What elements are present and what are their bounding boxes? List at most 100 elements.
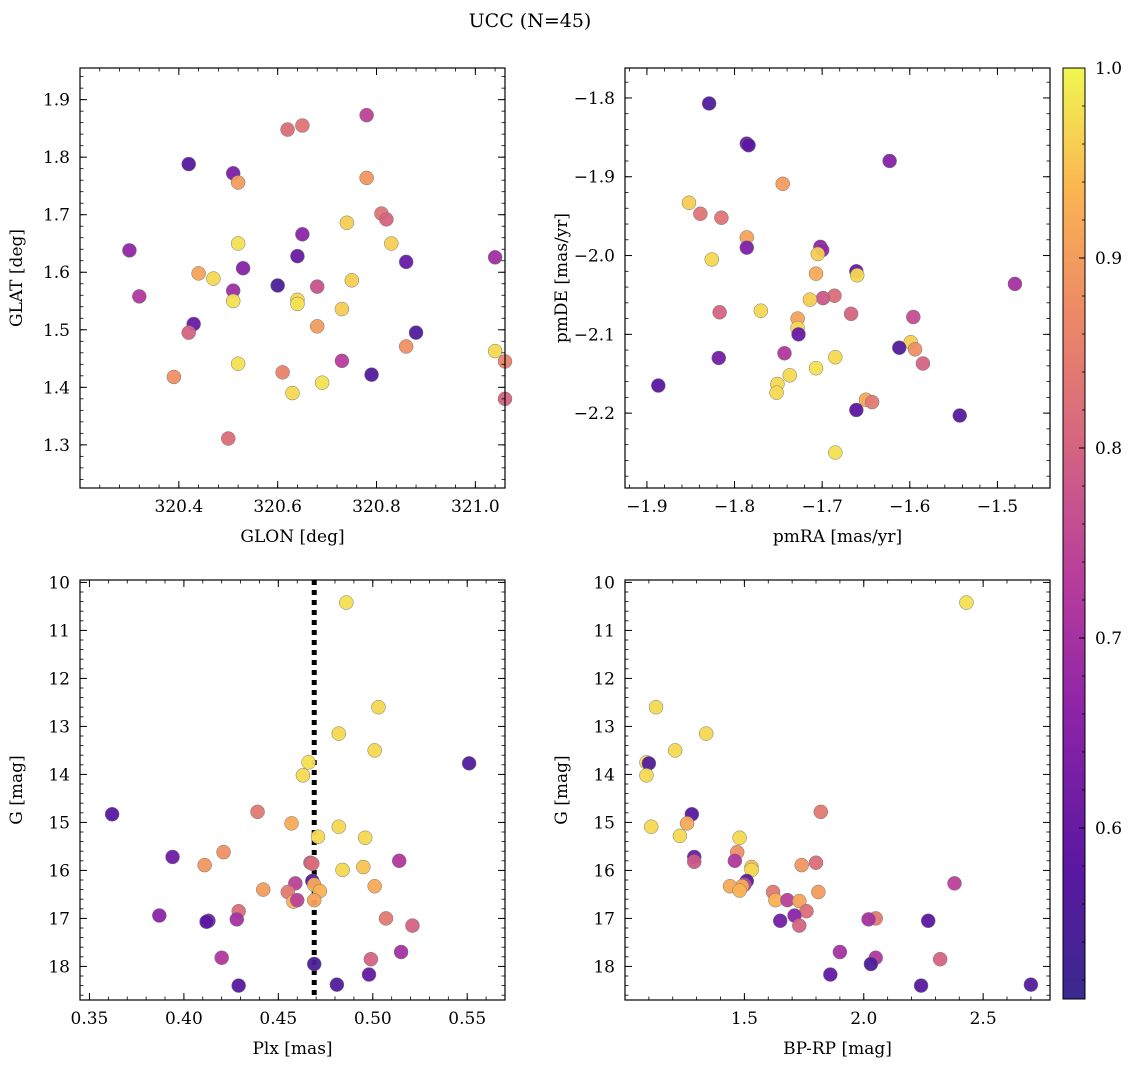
data-point [711, 350, 727, 366]
data-point [331, 819, 347, 834]
data-point [221, 431, 236, 446]
data-point [361, 967, 377, 982]
data-point [811, 884, 826, 900]
data-point [391, 853, 407, 869]
data-point [849, 402, 864, 418]
data-point [932, 951, 948, 967]
data-point [861, 912, 876, 927]
data-point [284, 816, 299, 831]
data-point [306, 892, 322, 908]
data-point [206, 271, 221, 286]
y-tick-label: 15 [593, 813, 615, 833]
data-point [314, 375, 330, 390]
y-tick-label: 18 [593, 957, 615, 977]
data-point [704, 252, 720, 267]
data-point [1007, 276, 1023, 292]
axes-frame [624, 579, 1051, 1001]
colorbar: 0.6 0.7 0.8 0.9 1.0 [1062, 59, 1122, 1000]
colorbar-tick-label: 0.7 [1095, 629, 1122, 649]
y-tick-label: 10 [48, 573, 70, 593]
y-axis-label: pmDE [mas/yr] [552, 213, 572, 343]
data-point [166, 369, 182, 385]
x-tick-label: −1.7 [802, 497, 843, 517]
data-point [732, 883, 747, 898]
data-point [947, 876, 962, 891]
data-point [712, 305, 727, 320]
x-tick-label: 321.0 [451, 497, 500, 517]
data-point [808, 855, 824, 870]
x-tick-label: −1.9 [626, 497, 667, 517]
data-point [197, 857, 212, 873]
x-tick-label: 320.6 [253, 497, 302, 517]
y-tick-label: 11 [593, 621, 615, 641]
x-tick-label: 320.4 [155, 497, 204, 517]
x-tick-label: −1.6 [889, 497, 930, 517]
data-point [229, 912, 245, 927]
data-point [892, 340, 907, 355]
axes-frame [624, 67, 1051, 489]
data-point [309, 319, 325, 334]
colorbar-tick-label: 0.9 [1095, 249, 1122, 269]
data-point [364, 367, 379, 382]
data-point [864, 394, 880, 410]
data-point [280, 122, 295, 137]
data-point [214, 950, 229, 966]
data-point [882, 153, 897, 169]
colorbar-tick-label: 0.8 [1095, 439, 1122, 459]
data-point [732, 830, 747, 846]
data-point [398, 339, 414, 354]
data-point [306, 956, 322, 972]
panel-bprp_g: 1.5 2.0 2.5 10 11 12 13 14 15 16 17 18 BP-RP [mag] G … [552, 573, 1051, 1059]
x-axis-label: pmRA [mas/yr] [773, 527, 902, 547]
x-axis-label: GLON [deg] [240, 527, 344, 547]
data-point [379, 212, 394, 227]
panel-glon_glat: 320.4 320.6 320.8 321.0 1.3 1.4 1.5 1.6 1.7 1.8 1.… [7, 67, 513, 547]
y-tick-label: 1.7 [43, 206, 70, 226]
x-tick-label: −1.5 [977, 497, 1018, 517]
data-point [681, 195, 697, 210]
data-point [461, 756, 477, 771]
data-point [792, 918, 807, 933]
x-tick-label: 0.50 [354, 1009, 392, 1029]
y-axis-label: G [mag] [7, 755, 27, 824]
data-point [289, 892, 305, 908]
y-tick-label: 16 [48, 861, 70, 881]
data-point [698, 726, 714, 741]
data-point [398, 254, 414, 270]
data-point [357, 830, 373, 846]
data-point [191, 266, 206, 281]
data-point [794, 857, 809, 873]
data-point [907, 342, 923, 357]
data-point [225, 293, 241, 309]
data-point [644, 819, 659, 834]
figure-title: UCC (N=45) [469, 10, 592, 32]
x-tick-label: 0.45 [259, 1009, 297, 1029]
data-point [230, 236, 246, 251]
data-point [920, 913, 936, 929]
points [651, 96, 1023, 460]
y-tick-label: 1.3 [43, 436, 70, 456]
data-point [772, 913, 788, 929]
colorbar-tick-label: 0.6 [1095, 819, 1122, 839]
data-point [906, 309, 921, 325]
data-point [823, 967, 838, 982]
data-point [235, 260, 251, 276]
data-point [782, 368, 797, 383]
data-point [367, 878, 382, 894]
data-point [359, 107, 374, 123]
colorbar-gradient [1062, 67, 1086, 1000]
y-tick-label: 12 [48, 669, 70, 689]
y-tick-label: −1.9 [574, 168, 615, 188]
data-point [371, 699, 386, 715]
data-point [339, 215, 355, 231]
data-point [270, 278, 285, 293]
data-point [165, 849, 180, 865]
y-tick-label: 1.9 [43, 91, 70, 111]
points [639, 595, 1039, 993]
data-point [378, 911, 394, 926]
data-point [339, 595, 354, 610]
y-tick-label: 12 [593, 669, 615, 689]
data-point [408, 325, 424, 340]
data-point [295, 768, 311, 783]
y-axis-label: GLAT [deg] [7, 229, 27, 327]
